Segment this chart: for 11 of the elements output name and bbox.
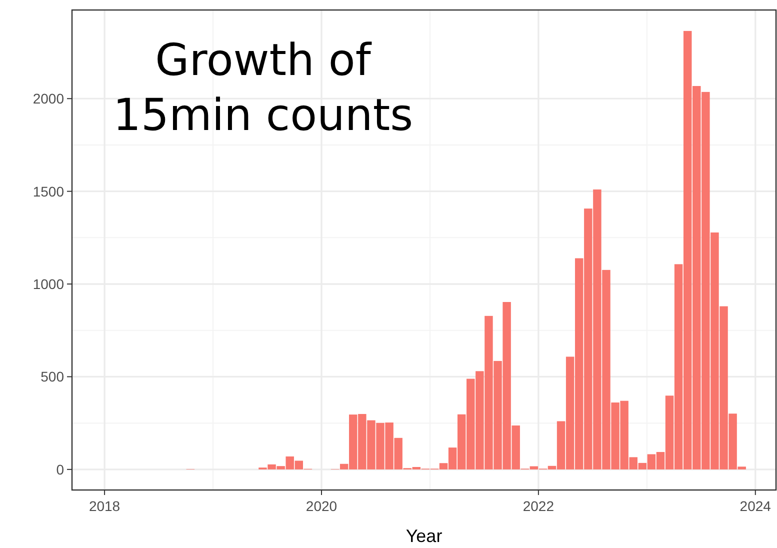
y-tick-label: 2000: [32, 90, 64, 107]
x-tick-label: 2018: [88, 498, 120, 514]
y-tick-label: 1000: [32, 276, 64, 292]
text: Growth of 15min counts: [112, 35, 414, 141]
x-tick-label: 2024: [740, 498, 772, 514]
x-axis-title: Year: [406, 526, 442, 546]
y-tick-label: 0: [56, 461, 64, 478]
y-tick-label: 1500: [32, 183, 64, 200]
x-tick-label: 2022: [522, 498, 554, 514]
x-tick-label: 2020: [306, 498, 338, 514]
y-tick-label: 500: [40, 368, 64, 385]
